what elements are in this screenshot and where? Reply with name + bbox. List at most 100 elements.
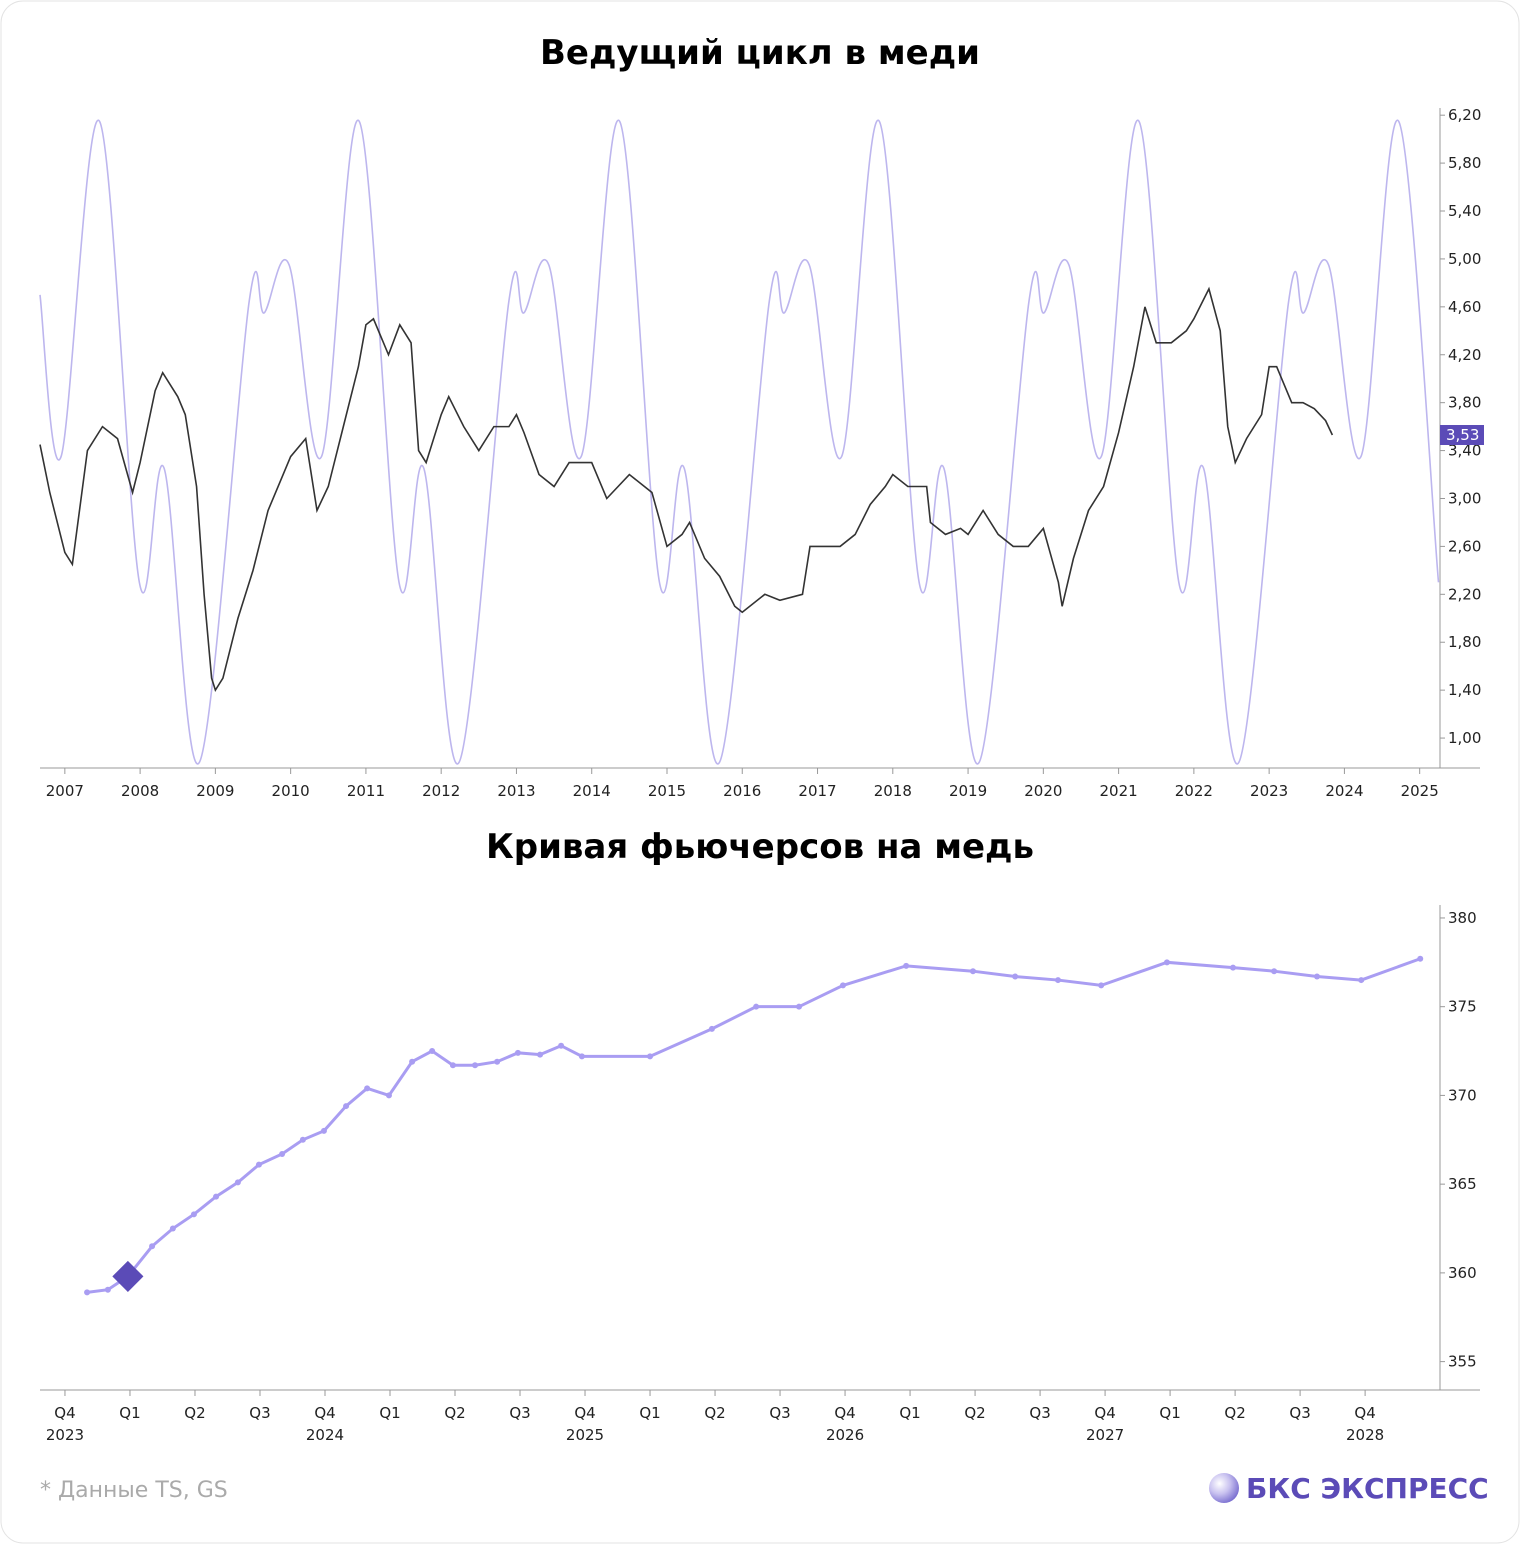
marker	[1163, 959, 1170, 966]
x-tick-label: Q4	[834, 1404, 855, 1422]
marker	[1230, 964, 1237, 971]
last-value-label: 3,53	[1446, 426, 1479, 444]
marker	[1271, 968, 1278, 975]
x-tick-label: Q3	[509, 1404, 530, 1422]
marker	[1098, 982, 1105, 989]
marker	[320, 1127, 327, 1134]
series-line	[39, 286, 1334, 693]
x-tick-label: 2023	[1250, 782, 1288, 800]
source-note: * Данные TS, GS	[40, 1478, 228, 1503]
marker	[149, 1243, 156, 1250]
x-tick-label: 2022	[1175, 782, 1213, 800]
logo-icon	[1209, 1473, 1239, 1503]
y-tick-label: 380	[1448, 909, 1477, 927]
marker	[279, 1150, 286, 1157]
marker	[213, 1193, 220, 1200]
x-tick-label: Q4	[1354, 1404, 1375, 1422]
x-tick-label: 2025	[1401, 782, 1439, 800]
y-tick-label: 1,80	[1448, 633, 1481, 651]
marker	[1055, 977, 1062, 984]
x-tick-label: 2013	[497, 782, 535, 800]
marker	[234, 1179, 241, 1186]
x-tick-label: 2015	[648, 782, 686, 800]
y-tick-label: 370	[1448, 1086, 1477, 1104]
x-tick-label: Q4	[314, 1404, 335, 1422]
x-tick-label: Q2	[964, 1404, 985, 1422]
x-tick-label: Q3	[769, 1404, 790, 1422]
marker	[903, 962, 910, 969]
x-year-label: 2026	[826, 1426, 864, 1444]
marker	[84, 1289, 91, 1296]
x-tick-label: Q1	[899, 1404, 920, 1422]
x-year-label: 2028	[1346, 1426, 1384, 1444]
y-tick-label: 2,20	[1448, 585, 1481, 603]
series-line	[39, 119, 1440, 765]
y-tick-label: 1,00	[1448, 729, 1481, 747]
x-tick-label: 2021	[1100, 782, 1138, 800]
logo: БКС ЭКСПРЕСС	[1246, 1472, 1489, 1505]
x-year-label: 2023	[46, 1426, 84, 1444]
chart-title: Кривая фьючерсов на медь	[486, 827, 1034, 867]
y-tick-label: 355	[1448, 1353, 1477, 1371]
marker	[558, 1042, 565, 1049]
marker	[385, 1092, 392, 1099]
x-tick-label: 2010	[272, 782, 310, 800]
x-tick-label: Q3	[249, 1404, 270, 1422]
x-tick-label: 2016	[723, 782, 761, 800]
marker	[364, 1085, 371, 1092]
marker	[839, 982, 846, 989]
series-line	[86, 957, 1421, 1294]
marker	[1314, 973, 1321, 980]
y-tick-label: 2,60	[1448, 537, 1481, 555]
marker	[1012, 973, 1019, 980]
marker	[1417, 955, 1424, 962]
x-tick-label: 2017	[798, 782, 836, 800]
y-tick-label: 3,80	[1448, 394, 1481, 412]
x-tick-label: 2019	[949, 782, 987, 800]
x-tick-label: Q4	[574, 1404, 595, 1422]
x-tick-label: Q3	[1289, 1404, 1310, 1422]
marker	[537, 1051, 544, 1058]
x-tick-label: Q3	[1029, 1404, 1050, 1422]
x-tick-label: Q1	[1159, 1404, 1180, 1422]
x-tick-label: 2020	[1024, 782, 1062, 800]
marker	[343, 1103, 350, 1110]
x-tick-label: 2012	[422, 782, 460, 800]
marker	[1358, 977, 1365, 984]
marker	[472, 1062, 479, 1069]
x-tick-label: Q4	[54, 1404, 75, 1422]
x-tick-label: 2011	[347, 782, 385, 800]
x-tick-label: 2018	[874, 782, 912, 800]
y-tick-label: 4,60	[1448, 298, 1481, 316]
x-tick-label: Q2	[1224, 1404, 1245, 1422]
y-tick-label: 360	[1448, 1264, 1477, 1282]
x-year-label: 2025	[566, 1426, 604, 1444]
y-tick-label: 3,00	[1448, 489, 1481, 507]
y-tick-label: 3,40	[1448, 442, 1481, 460]
x-tick-label: Q1	[639, 1404, 660, 1422]
last-value-tag	[1440, 425, 1484, 446]
x-tick-label: 2014	[573, 782, 611, 800]
marker	[449, 1062, 456, 1069]
y-tick-label: 5,80	[1448, 154, 1481, 172]
y-tick-label: 5,40	[1448, 202, 1481, 220]
x-tick-label: 2009	[196, 782, 234, 800]
x-tick-label: 2007	[46, 782, 84, 800]
marker	[190, 1211, 197, 1218]
y-tick-label: 375	[1448, 998, 1477, 1016]
x-tick-label: Q2	[704, 1404, 725, 1422]
marker	[104, 1286, 111, 1293]
marker	[494, 1058, 501, 1065]
y-tick-label: 365	[1448, 1175, 1477, 1193]
y-tick-label: 5,00	[1448, 250, 1481, 268]
x-year-label: 2027	[1086, 1426, 1124, 1444]
marker	[578, 1053, 585, 1060]
marker	[796, 1003, 803, 1010]
marker	[969, 968, 976, 975]
y-tick-label: 6,20	[1448, 106, 1481, 124]
x-year-label: 2024	[306, 1426, 344, 1444]
marker	[299, 1136, 306, 1143]
x-tick-label: Q4	[1094, 1404, 1115, 1422]
